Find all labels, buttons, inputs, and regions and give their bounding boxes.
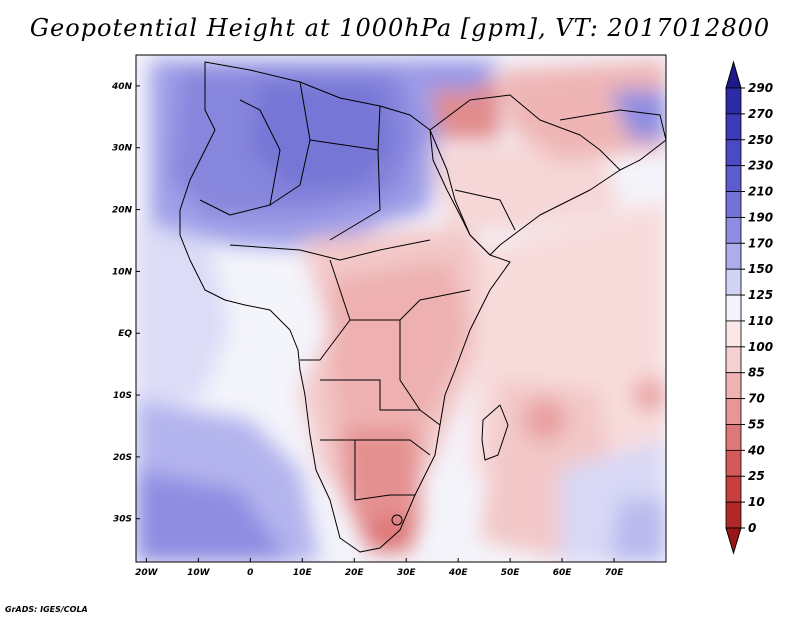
colorbar-label: 40 <box>747 443 765 457</box>
colorbar: 2902702502302101901701501251101008570554… <box>725 60 773 555</box>
x-tick-label: 40E <box>448 568 469 578</box>
x-axis: 20W 10W 0 10E 20E 30E 40E 50E 60E 70E <box>135 558 624 578</box>
chart-title: Geopotential Height at 1000hPa [gpm], VT… <box>29 14 771 42</box>
colorbar-swatch <box>725 191 742 218</box>
colorbar-label: 210 <box>748 185 773 199</box>
colorbar-swatch <box>725 424 742 451</box>
colorbar-label: 110 <box>748 314 773 328</box>
x-tick-label: 20E <box>345 568 365 578</box>
colorbar-label: 0 <box>748 521 756 535</box>
colorbar-swatch <box>725 268 742 296</box>
y-axis: 40N 30N 20N 10N EQ 10S 20S 30S <box>111 82 140 525</box>
colorbar-label: 270 <box>748 107 773 121</box>
colorbar-label: 290 <box>748 81 773 95</box>
x-tick-label: 10W <box>187 568 211 578</box>
colorbar-label: 230 <box>748 159 773 173</box>
colorbar-label: 170 <box>748 236 773 250</box>
colorbar-label: 125 <box>748 288 773 302</box>
x-tick-label: 30E <box>397 568 417 578</box>
plot-frame <box>135 54 667 563</box>
colorbar-swatch <box>725 165 742 192</box>
grads-credit: GrADS: IGES/COLA <box>5 605 88 614</box>
coastlines <box>179 61 666 553</box>
x-tick-label: 0 <box>247 568 253 578</box>
colorbar-label: 190 <box>748 210 773 224</box>
colorbar-swatch <box>725 346 742 374</box>
x-tick-label: 60E <box>553 568 573 578</box>
colorbar-label: 100 <box>748 340 773 354</box>
colorbar-swatch <box>725 449 742 477</box>
colorbar-label: 55 <box>748 417 765 431</box>
x-tick-label: 10E <box>293 568 313 578</box>
colorbar-label: 150 <box>748 262 773 276</box>
colorbar-swatch <box>725 113 742 141</box>
x-tick-label: 70E <box>605 568 625 578</box>
height-field <box>136 55 666 562</box>
colorbar-label: 70 <box>748 392 765 406</box>
y-tick-label: 10N <box>112 267 133 277</box>
y-tick-label: 20N <box>112 206 133 216</box>
colorbar-label: 10 <box>748 495 765 509</box>
colorbar-swatch <box>725 87 742 115</box>
x-tick-label: 50E <box>501 568 521 578</box>
colorbar-swatch <box>725 242 742 270</box>
y-tick-label: 20S <box>113 453 132 463</box>
colorbar-swatch <box>725 501 742 529</box>
x-tick-label: 20W <box>135 568 159 578</box>
colorbar-swatch <box>725 217 742 244</box>
y-tick-label: 10S <box>113 391 132 401</box>
y-tick-label: 40N <box>111 82 133 92</box>
colorbar-swatch <box>725 475 742 503</box>
colorbar-swatch <box>725 320 742 348</box>
colorbar-label: 25 <box>748 469 765 483</box>
colorbar-swatch <box>725 294 742 322</box>
y-tick-label: 30S <box>113 515 132 525</box>
colorbar-min-triangle <box>725 527 742 555</box>
colorbar-max-triangle <box>725 60 742 89</box>
y-tick-label: 30N <box>112 144 133 154</box>
colorbar-label: 85 <box>748 366 765 380</box>
colorbar-label: 250 <box>748 133 773 147</box>
colorbar-swatch <box>725 398 742 425</box>
colorbar-swatch <box>725 372 742 399</box>
y-tick-label: EQ <box>118 329 132 339</box>
colorbar-swatch <box>725 139 742 167</box>
